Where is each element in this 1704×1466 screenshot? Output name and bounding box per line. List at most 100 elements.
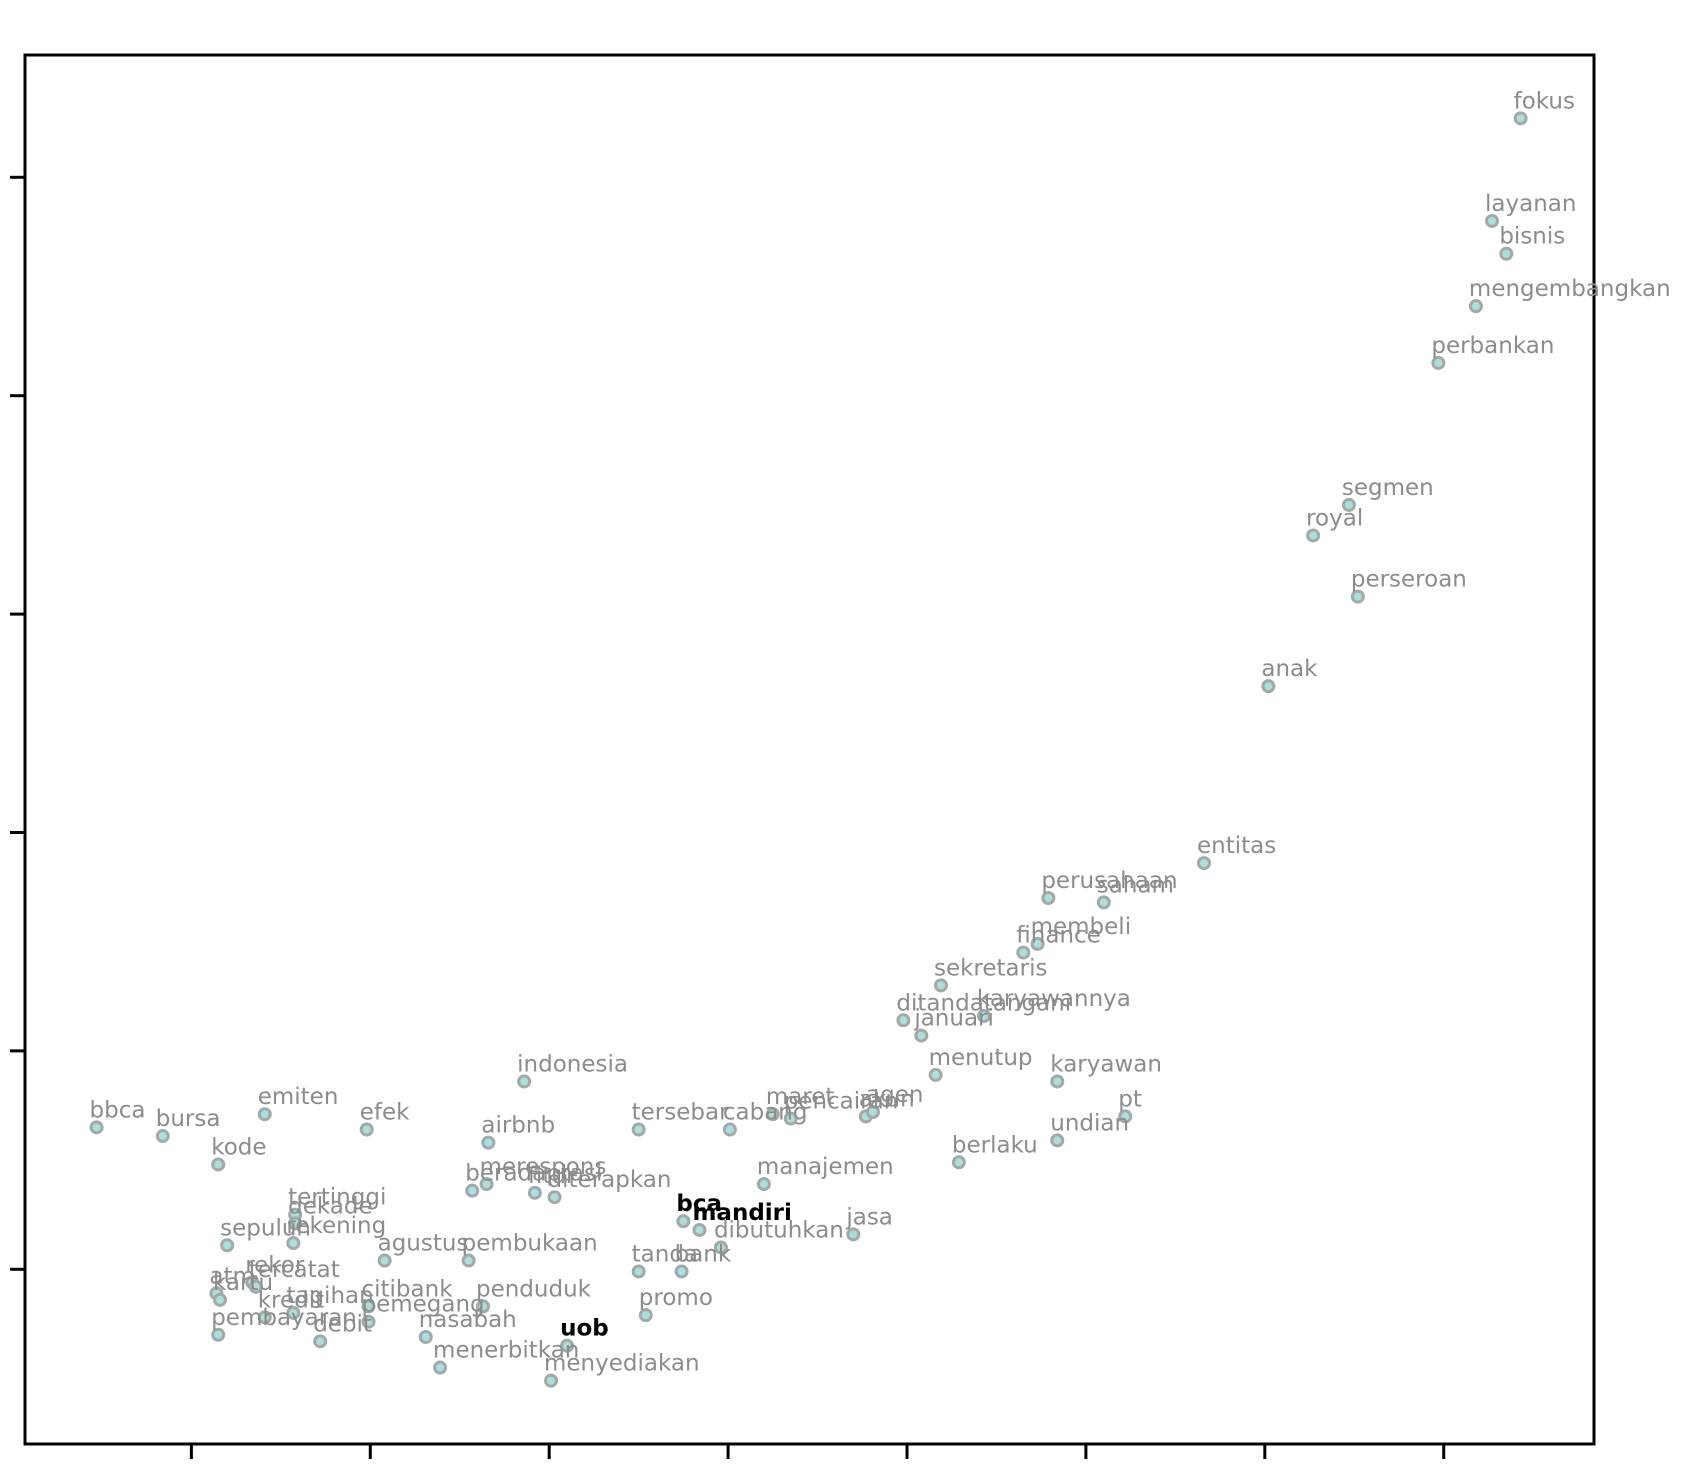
point-label: menutup	[929, 1045, 1033, 1071]
point	[1431, 355, 1446, 370]
point	[418, 1329, 433, 1344]
point	[1485, 213, 1500, 228]
point	[213, 1292, 228, 1307]
point	[543, 1373, 558, 1388]
point	[1050, 1133, 1065, 1148]
point-label: perbankan	[1431, 333, 1554, 359]
point-label: atm	[209, 1263, 255, 1289]
point-label: nasabah	[419, 1307, 517, 1333]
point-label: januari	[913, 1006, 994, 1032]
point	[475, 1299, 490, 1314]
point-label: merespons	[480, 1154, 607, 1180]
point-label: fitur	[528, 1163, 576, 1189]
point-label: sepuluh	[220, 1215, 311, 1241]
point-label: diterapkan	[548, 1167, 672, 1193]
point	[286, 1305, 301, 1320]
point	[713, 1240, 728, 1255]
point	[896, 1013, 911, 1028]
point	[1306, 528, 1321, 543]
point	[465, 1183, 480, 1198]
point	[756, 1177, 771, 1192]
point-label: citibank	[361, 1276, 453, 1302]
point-label: dekade	[288, 1193, 373, 1219]
point-label: beradaptasi	[465, 1161, 602, 1187]
point	[220, 1238, 235, 1253]
point	[674, 1264, 689, 1279]
point	[914, 1028, 929, 1043]
point	[155, 1129, 170, 1144]
point	[631, 1264, 646, 1279]
point-label: agen	[866, 1082, 923, 1108]
point-label: pembayaran	[211, 1305, 357, 1331]
point	[248, 1279, 263, 1294]
point-label: promo	[639, 1285, 713, 1311]
point-label: jasa	[845, 1204, 893, 1230]
point-label: pencairan	[784, 1089, 899, 1115]
point	[722, 1122, 737, 1137]
point	[211, 1327, 226, 1342]
point-label: rekening	[286, 1213, 386, 1239]
point-label: tagihan	[286, 1283, 373, 1309]
point-label: kartu	[213, 1270, 273, 1296]
point-label: fokus	[1514, 88, 1575, 114]
point	[1050, 1074, 1065, 1089]
point-label: bank	[675, 1241, 732, 1267]
point	[359, 1122, 374, 1137]
point-label: saham	[1097, 872, 1174, 898]
point	[1341, 497, 1356, 512]
point	[1513, 111, 1528, 126]
point	[560, 1338, 575, 1353]
point-label: karyawan	[1050, 1051, 1162, 1077]
point	[1499, 246, 1514, 261]
point	[933, 978, 948, 993]
point-label: ditandatangani	[896, 990, 1071, 1016]
point-label: pembukaan	[462, 1231, 598, 1257]
point	[89, 1120, 104, 1135]
point	[361, 1299, 376, 1314]
point-label: manajemen	[757, 1154, 894, 1180]
point	[313, 1334, 328, 1349]
point-label: akun	[859, 1086, 915, 1112]
point	[361, 1314, 376, 1329]
point	[257, 1310, 272, 1325]
point-label: bisnis	[1499, 224, 1565, 250]
point	[1196, 856, 1211, 871]
point	[1030, 936, 1045, 951]
point	[433, 1360, 448, 1375]
point-label: perseroan	[1351, 567, 1467, 593]
point-label: maret	[766, 1084, 835, 1110]
point	[1261, 679, 1276, 694]
point-label: efek	[360, 1100, 410, 1126]
point-label: dibutuhkan	[714, 1217, 844, 1243]
point-label: anak	[1261, 656, 1318, 682]
point	[481, 1135, 496, 1150]
point-label: rekor	[245, 1252, 305, 1278]
point-label: debit	[313, 1311, 372, 1337]
point-label: layanan	[1485, 191, 1576, 217]
point-label: pemegang	[361, 1292, 484, 1318]
point	[547, 1190, 562, 1205]
point	[211, 1157, 226, 1172]
point	[765, 1107, 780, 1122]
point-label: undian	[1050, 1110, 1129, 1136]
point	[951, 1155, 966, 1170]
point-label: kode	[211, 1134, 266, 1160]
point-label: penduduk	[476, 1276, 592, 1302]
point-label: sekretaris	[934, 955, 1047, 981]
point	[846, 1227, 861, 1242]
point	[1041, 891, 1056, 906]
point	[286, 1236, 301, 1251]
point	[517, 1074, 532, 1089]
point-label: menerbitkan	[433, 1338, 579, 1364]
point-label: emiten	[258, 1084, 339, 1110]
point	[479, 1177, 494, 1192]
plot-frame	[23, 53, 1596, 1446]
point-label: kredit	[258, 1287, 324, 1313]
point-label: menyediakan	[544, 1351, 700, 1377]
point-label: tersebar	[632, 1100, 729, 1126]
point-label: bursa	[156, 1106, 221, 1132]
point-label: bbca	[90, 1097, 146, 1123]
highlighted-label: mandiri	[692, 1200, 791, 1226]
point	[631, 1122, 646, 1137]
